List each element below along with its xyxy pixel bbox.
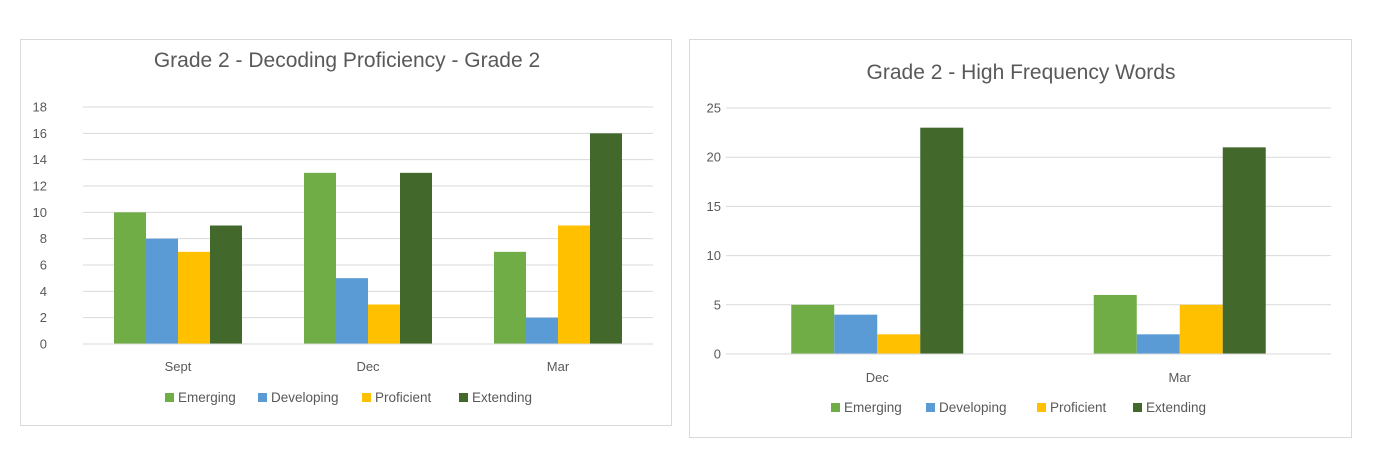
- bar-developing-mar: [526, 317, 558, 344]
- bar-developing-dec: [834, 314, 878, 354]
- x-category-label: Sept: [165, 359, 192, 374]
- y-tick-label: 25: [707, 101, 721, 116]
- y-tick-label: 5: [714, 297, 721, 312]
- legend-swatch-emerging: [831, 403, 840, 412]
- bar-emerging-dec: [791, 304, 835, 354]
- y-tick-label: 10: [707, 248, 721, 263]
- y-tick-label: 10: [33, 205, 47, 220]
- chart-title: Grade 2 - High Frequency Words: [867, 61, 1176, 84]
- bar-extending-mar: [590, 133, 622, 344]
- legend-swatch-proficient: [1037, 403, 1046, 412]
- y-tick-label: 8: [40, 231, 47, 246]
- y-tick-label: 12: [33, 179, 47, 194]
- y-tick-label: 0: [714, 347, 721, 362]
- legend-label-emerging: Emerging: [844, 400, 902, 415]
- bar-emerging-dec: [304, 172, 336, 344]
- y-tick-label: 4: [40, 284, 47, 299]
- y-tick-label: 0: [40, 337, 47, 352]
- bar-extending-dec: [400, 172, 432, 344]
- bar-extending-sept: [210, 225, 242, 344]
- decoding-proficiency-chart-panel: Grade 2 - Decoding Proficiency - Grade 2…: [20, 39, 672, 426]
- legend-label-developing: Developing: [271, 390, 339, 405]
- bar-developing-dec: [336, 278, 368, 344]
- bar-emerging-mar: [1093, 294, 1137, 354]
- legend-label-proficient: Proficient: [375, 390, 432, 405]
- high-frequency-words-chart-panel: Grade 2 - High Frequency Words 0 5 10 15 20 2…: [689, 39, 1352, 438]
- y-tick-label: 18: [33, 100, 47, 115]
- y-tick-label: 20: [707, 150, 721, 165]
- chart-title: Grade 2 - Decoding Proficiency - Grade 2: [154, 49, 540, 72]
- bar-extending-dec: [920, 127, 964, 355]
- legend-swatch-extending: [1133, 403, 1142, 412]
- y-tick-label: 15: [707, 199, 721, 214]
- legend-swatch-developing: [258, 393, 267, 402]
- y-tick-label: 16: [33, 126, 47, 141]
- bar-proficient-mar: [558, 225, 590, 344]
- legend-label-extending: Extending: [1146, 400, 1206, 415]
- bar-proficient-mar: [1179, 304, 1223, 354]
- legend-label-emerging: Emerging: [178, 390, 236, 405]
- x-category-label: Dec: [356, 359, 380, 374]
- x-category-label: Mar: [1169, 370, 1192, 385]
- bar-extending-mar: [1222, 147, 1266, 354]
- bar-emerging-mar: [494, 251, 526, 344]
- x-category-label: Dec: [866, 370, 890, 385]
- legend-label-extending: Extending: [472, 390, 532, 405]
- legend-label-developing: Developing: [939, 400, 1007, 415]
- bar-proficient-dec: [877, 334, 921, 354]
- legend-swatch-emerging: [165, 393, 174, 402]
- legend-swatch-proficient: [362, 393, 371, 402]
- y-tick-label: 14: [33, 152, 47, 167]
- legend-swatch-extending: [459, 393, 468, 402]
- y-tick-label: 6: [40, 258, 47, 273]
- legend-label-proficient: Proficient: [1050, 400, 1107, 415]
- legend-swatch-developing: [926, 403, 935, 412]
- bar-proficient-sept: [178, 251, 210, 344]
- x-category-label: Mar: [547, 359, 570, 374]
- decoding-proficiency-chart: Grade 2 - Decoding Proficiency - Grade 2…: [33, 49, 653, 405]
- bar-developing-sept: [146, 238, 178, 344]
- bar-proficient-dec: [368, 304, 400, 344]
- bar-emerging-sept: [114, 212, 146, 344]
- high-frequency-words-chart: Grade 2 - High Frequency Words 0 5 10 15 20 2…: [707, 61, 1331, 415]
- y-tick-label: 2: [40, 310, 47, 325]
- bar-developing-mar: [1136, 334, 1180, 354]
